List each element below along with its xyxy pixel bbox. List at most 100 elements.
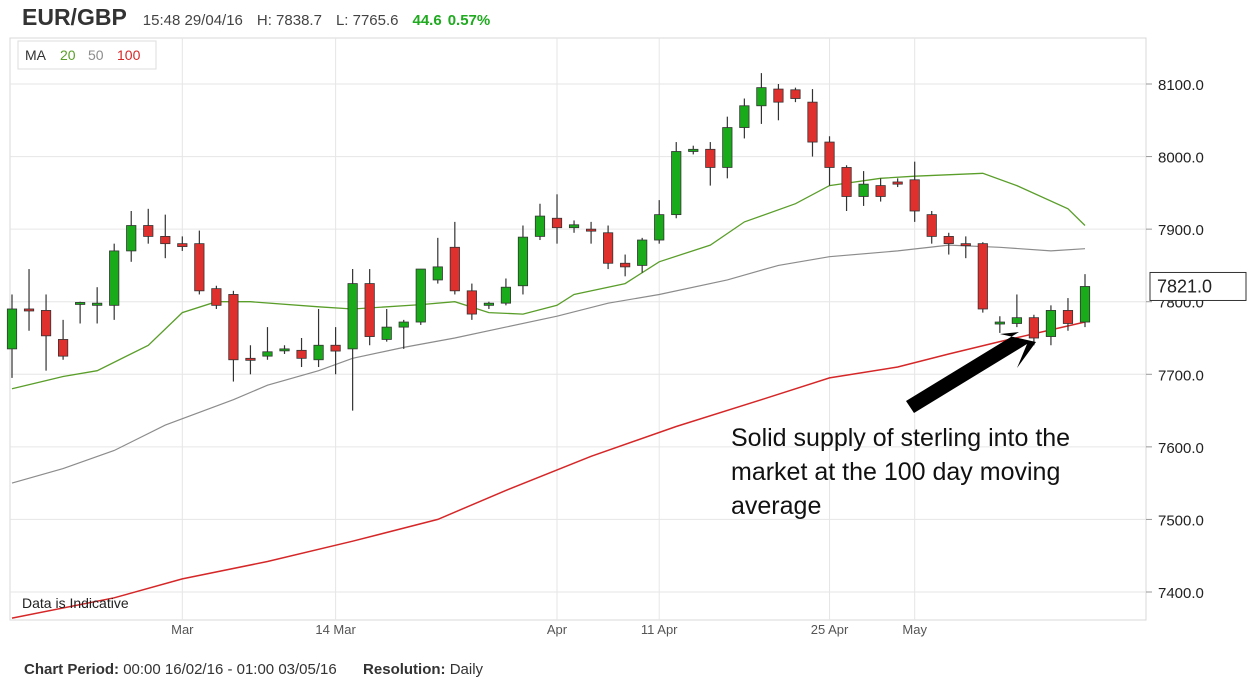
candle-down bbox=[773, 88, 784, 103]
candle-down bbox=[330, 344, 341, 352]
candle-down bbox=[143, 225, 154, 237]
legend-ma50: 50 bbox=[88, 47, 104, 63]
candle-down bbox=[228, 294, 239, 361]
change-percent: 0.57% bbox=[447, 12, 491, 29]
datetime-label: 15:48 29/04/16 bbox=[142, 12, 243, 29]
price-chart[interactable]: Mar 14 Mar Apr 11 Apr 25 Apr May 8100.0 8000.0… bbox=[0, 0, 1256, 650]
candle-up bbox=[381, 326, 392, 340]
y-tick-label: 7400.0 bbox=[1158, 585, 1204, 602]
candle-down bbox=[211, 288, 222, 306]
candle-up bbox=[432, 266, 443, 281]
candle-down bbox=[296, 349, 307, 359]
candle-down bbox=[1028, 317, 1039, 339]
candle-up bbox=[994, 321, 1005, 325]
candle-down bbox=[943, 235, 954, 245]
candle-down bbox=[926, 214, 937, 237]
candle-down bbox=[177, 243, 188, 247]
period-label: Chart Period: bbox=[24, 661, 120, 678]
legend-ma-label: MA bbox=[25, 47, 47, 63]
candle-down bbox=[790, 89, 801, 99]
candle-down bbox=[364, 283, 375, 337]
candle-up bbox=[654, 214, 665, 241]
plot-background bbox=[9, 37, 1147, 621]
candle-up bbox=[568, 224, 580, 229]
x-tick-label: 14 Mar bbox=[315, 622, 356, 637]
candle-down bbox=[40, 310, 52, 337]
legend-ma100: 100 bbox=[117, 47, 141, 63]
ma-legend: MA 20 50 100 bbox=[17, 40, 157, 70]
candle-up bbox=[517, 236, 529, 287]
y-tick-label: 7500.0 bbox=[1158, 512, 1204, 529]
candle-up bbox=[6, 308, 18, 350]
candle-up bbox=[262, 351, 273, 357]
candle-down bbox=[824, 141, 835, 168]
x-tick-label: 25 Apr bbox=[811, 622, 849, 637]
low-label: L: 7765.6 bbox=[335, 12, 399, 29]
y-tick-label: 7700.0 bbox=[1158, 367, 1204, 384]
candle-down bbox=[620, 262, 631, 268]
y-tick-label: 8100.0 bbox=[1158, 77, 1204, 94]
symbol-label: EUR/GBP bbox=[22, 4, 127, 30]
candle-down bbox=[705, 148, 716, 168]
candle-up bbox=[858, 183, 869, 197]
ma20-line bbox=[11, 172, 1086, 390]
resolution-label: Resolution: bbox=[363, 661, 446, 678]
candle-up bbox=[75, 302, 86, 305]
candle-up bbox=[415, 268, 426, 323]
candle-down bbox=[1062, 310, 1074, 324]
candle-down bbox=[875, 185, 886, 197]
candle-up bbox=[1011, 317, 1022, 324]
candle-down bbox=[245, 357, 256, 361]
candle-up bbox=[483, 302, 494, 306]
chart-footer: Chart Period: 00:00 16/02/16 - 01:00 03/… bbox=[24, 661, 483, 678]
candle-up bbox=[347, 283, 358, 350]
candle-up bbox=[1045, 310, 1057, 337]
candle-down bbox=[807, 101, 818, 143]
candle-up bbox=[500, 286, 512, 304]
candle-up bbox=[739, 105, 750, 128]
candles bbox=[6, 73, 1091, 411]
candle-down bbox=[466, 290, 477, 315]
candle-down bbox=[449, 246, 460, 292]
x-tick-label: Mar bbox=[171, 622, 194, 637]
candle-down bbox=[585, 228, 597, 232]
annotation-line-1: Solid supply of sterling into the bbox=[731, 424, 1070, 452]
candle-up bbox=[92, 302, 103, 306]
y-tick-label: 8000.0 bbox=[1158, 150, 1204, 167]
x-axis-ticks: Mar 14 Mar Apr 11 Apr 25 Apr May bbox=[171, 622, 927, 637]
x-tick-label: May bbox=[902, 622, 927, 637]
candle-down bbox=[160, 235, 171, 245]
candle-down bbox=[23, 308, 35, 312]
candle-up bbox=[637, 239, 648, 266]
x-tick-label: 11 Apr bbox=[641, 622, 678, 637]
candle-up bbox=[534, 215, 546, 237]
chart-header: EUR/GBP 15:48 29/04/16 H: 7838.7 L: 7765… bbox=[22, 4, 496, 32]
candle-down bbox=[551, 217, 563, 229]
y-tick-label: 7600.0 bbox=[1158, 440, 1204, 457]
candle-down bbox=[960, 243, 971, 247]
candle-up bbox=[279, 348, 290, 352]
y-axis-ticks: 8100.08000.07900.07800.07700.07600.07500… bbox=[1146, 77, 1204, 602]
candle-down bbox=[603, 232, 614, 264]
candle-down bbox=[909, 179, 920, 212]
candle-down bbox=[977, 243, 988, 310]
annotation: Solid supply of sterling into the market… bbox=[731, 332, 1070, 520]
candle-down bbox=[892, 181, 903, 185]
candle-up bbox=[688, 148, 699, 152]
resolution-value: Daily bbox=[449, 661, 484, 678]
change-value: 44.6 bbox=[412, 12, 442, 29]
last-price-box: 7821.0 bbox=[1149, 271, 1247, 301]
ma50-line bbox=[11, 244, 1086, 484]
candle-up bbox=[756, 87, 767, 107]
candle-down bbox=[194, 243, 205, 292]
candle-up bbox=[722, 127, 733, 168]
annotation-line-2: market at the 100 day moving bbox=[731, 458, 1060, 486]
candle-up bbox=[1079, 286, 1091, 323]
candle-up bbox=[109, 250, 120, 306]
annotation-arrow-icon bbox=[906, 332, 1036, 413]
candle-down bbox=[841, 167, 852, 197]
candle-up bbox=[313, 344, 324, 361]
last-price-label: 7821.0 bbox=[1157, 276, 1212, 296]
candle-up bbox=[671, 151, 682, 216]
period-value: 00:00 16/02/16 - 01:00 03/05/16 bbox=[123, 661, 337, 678]
